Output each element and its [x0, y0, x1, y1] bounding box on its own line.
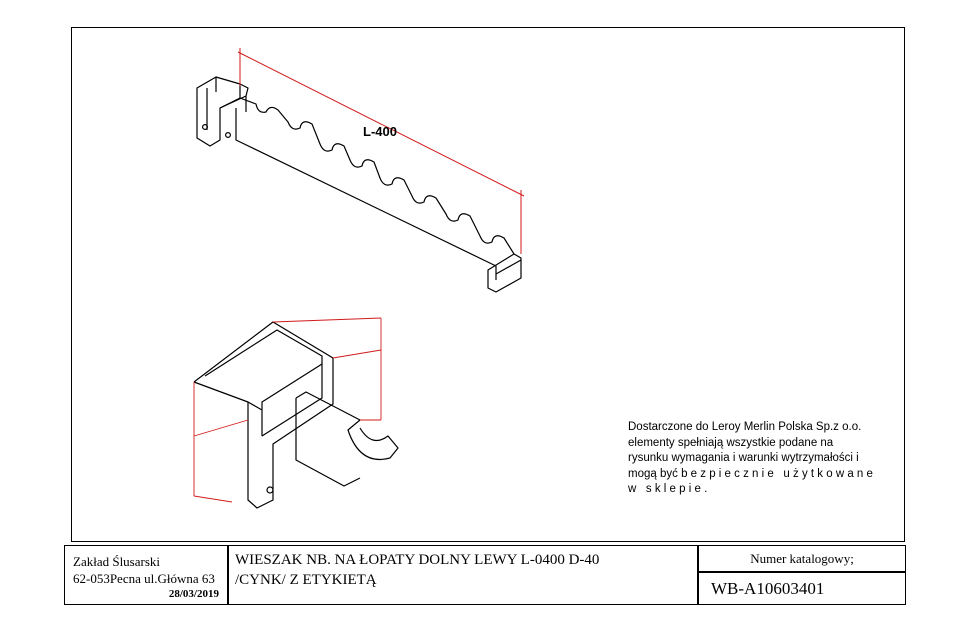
title-block-title: WIESZAK NB. NA ŁOPATY DOLNY LEWY L-0400 … — [228, 545, 698, 605]
end-cap — [487, 253, 522, 293]
drawing-title-line-2: /CYNK/ Z ETYKIETĄ — [235, 572, 377, 588]
drawing-date: 28/03/2019 — [168, 588, 219, 600]
dimension-line — [237, 48, 525, 254]
detail-bracket-outer — [193, 321, 334, 509]
note-line-4-spaced: bezpiecznie użytkowane — [681, 467, 877, 480]
title-block-catalog-number: WB-A10603401 — [698, 572, 906, 605]
detail-hook-plate — [295, 391, 399, 460]
hook-bar-view — [196, 76, 522, 293]
drawing-title: WIESZAK NB. NA ŁOPATY DOLNY LEWY L-0400 … — [235, 550, 685, 590]
note-line-2: elementy spełniają wszystkie podane na — [628, 436, 834, 449]
note-line-5: w sklepie. — [628, 483, 711, 495]
note-line-1: Dostarczone do Leroy Merlin Polska Sp.z … — [628, 421, 862, 433]
company-address: 62-053Pecna ul.Główna 63 — [73, 571, 215, 586]
supplier-note: Dostarczone do Leroy Merlin Polska Sp.z … — [628, 420, 898, 498]
bar-top-edge — [239, 97, 515, 255]
drawing-title-line-1: WIESZAK NB. NA ŁOPATY DOLNY LEWY L-0400 … — [235, 552, 600, 568]
drawing-frame — [71, 27, 905, 542]
note-line-4-prefix: mogą być — [628, 467, 678, 480]
dimension-label: L-400 — [363, 124, 397, 139]
note-line-3: rysunku wymagania i warunki wytrzymałośc… — [628, 452, 859, 464]
catalog-number: WB-A10603401 — [711, 579, 825, 598]
bar-bottom-edge — [235, 108, 497, 280]
note-line-4: mogą być bezpiecznie użytkowane — [628, 467, 898, 483]
mounting-bracket — [196, 76, 241, 147]
company-name: Zakład Ślusarski — [73, 554, 161, 569]
bracket-detail-view — [193, 321, 399, 509]
mounting-hole-upper — [202, 123, 209, 130]
title-block-company: Zakład Ślusarski 62-053Pecna ul.Główna 6… — [64, 545, 228, 605]
detail-wall-hatch — [193, 317, 382, 503]
catalog-label: Numer katalogowy; — [750, 551, 854, 566]
mounting-hole-lower — [225, 132, 232, 139]
title-block-catalog-label: Numer katalogowy; — [698, 545, 906, 572]
detail-mounting-hole — [266, 486, 274, 494]
